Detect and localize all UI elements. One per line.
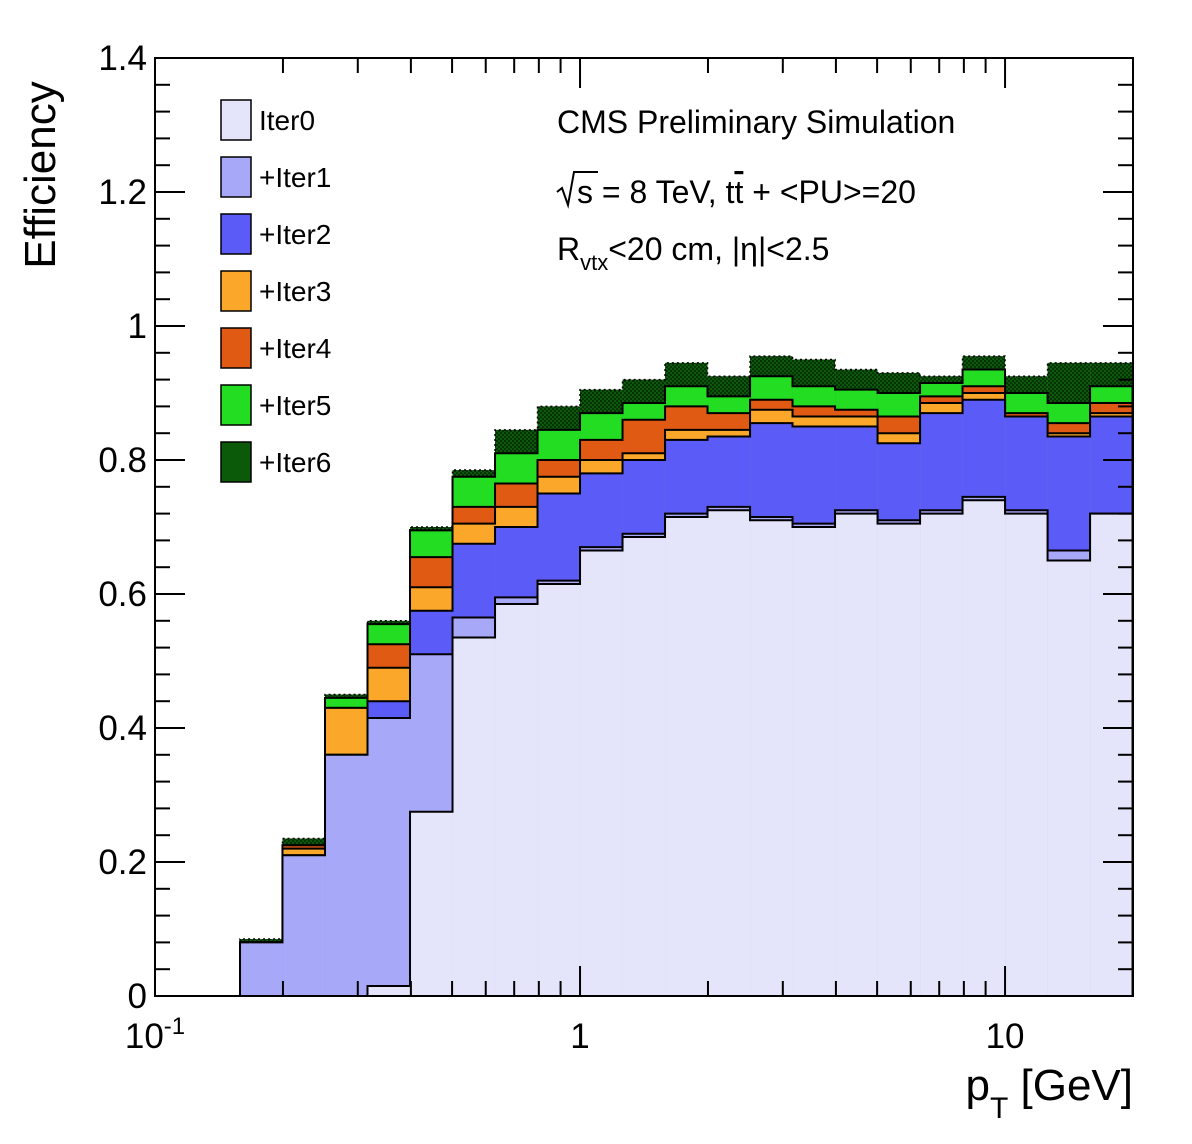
bar (367, 985, 411, 996)
x-tick-label: 10 (986, 1017, 1025, 1056)
legend-label: +Iter6 (259, 447, 331, 478)
annotation-energy: s = 8 TeV, tt + <PU>=20 (556, 171, 916, 210)
bar (580, 550, 623, 996)
bar (410, 811, 453, 996)
bar (495, 604, 538, 996)
bar (707, 510, 751, 996)
histogram-layer (239, 355, 1134, 997)
y-tick-label: 1.2 (98, 173, 147, 212)
bar (537, 583, 581, 996)
bar (240, 942, 283, 996)
legend-swatch (220, 384, 252, 426)
y-tick-label: 0.4 (98, 709, 147, 748)
bar (282, 855, 326, 996)
plot-frame (154, 57, 1134, 997)
y-tick-label: 1 (128, 307, 147, 346)
legend-swatch (220, 270, 252, 312)
legend-swatch (220, 327, 252, 369)
bar (962, 500, 1006, 996)
bar (367, 717, 411, 996)
bar (835, 513, 878, 996)
legend-swatch (220, 99, 252, 141)
bar (792, 527, 836, 996)
series-iter0 (240, 499, 1134, 997)
annotation-block: CMS Preliminary Simulation s = 8 TeV, tt … (556, 104, 955, 275)
legend-label: +Iter1 (259, 162, 331, 193)
bar (622, 537, 666, 996)
legend-label: +Iter4 (259, 333, 331, 364)
y-tick-label: 0 (128, 977, 147, 1016)
annotation-title: CMS Preliminary Simulation (557, 104, 955, 140)
legend: Iter0 +Iter1 +Iter2 +Iter3 +Iter4 +Iter5 +Iter… (220, 99, 331, 483)
annotation-cuts: Rvtx<20 cm, |η|<2.5 (557, 231, 829, 275)
bar (452, 637, 496, 996)
y-axis-title: Efficiency (16, 81, 65, 269)
legend-label: +Iter2 (259, 219, 331, 250)
series-outline (239, 398, 1134, 996)
legend-label: Iter0 (259, 105, 315, 136)
y-tick-label: 0.8 (98, 441, 147, 480)
legend-swatch (220, 213, 252, 255)
y-tick-label: 1.4 (98, 39, 147, 78)
bar (325, 754, 368, 996)
x-axis-title: pT [GeV] (965, 1061, 1133, 1125)
series-outline (239, 495, 1134, 996)
series-outline (240, 499, 1134, 997)
series-outline (239, 385, 1134, 996)
legend-label: +Iter3 (259, 276, 331, 307)
axes-layer: 0 0.2 0.4 0.6 0.8 1 1.2 1.4 10-1 1 10 Efficiency pT … (16, 39, 1134, 1125)
bar (920, 513, 963, 996)
legend-label: +Iter5 (259, 390, 331, 421)
legend-swatch (220, 441, 252, 483)
y-tick-label: 0.2 (98, 843, 147, 882)
legend-swatch (220, 156, 252, 198)
y-tick-label: 0.6 (98, 575, 147, 614)
x-tick-label: 1 (570, 1017, 589, 1056)
bar (750, 520, 793, 996)
bar (665, 516, 708, 996)
bar (1047, 560, 1091, 996)
bar (1005, 513, 1048, 996)
bar (877, 523, 921, 996)
series-outline (239, 368, 1134, 996)
sqrt-symbol (556, 171, 598, 209)
x-tick-label: 10-1 (125, 1013, 185, 1056)
annotation-energy-text: s = 8 TeV, tt + <PU>=20 (577, 174, 916, 210)
